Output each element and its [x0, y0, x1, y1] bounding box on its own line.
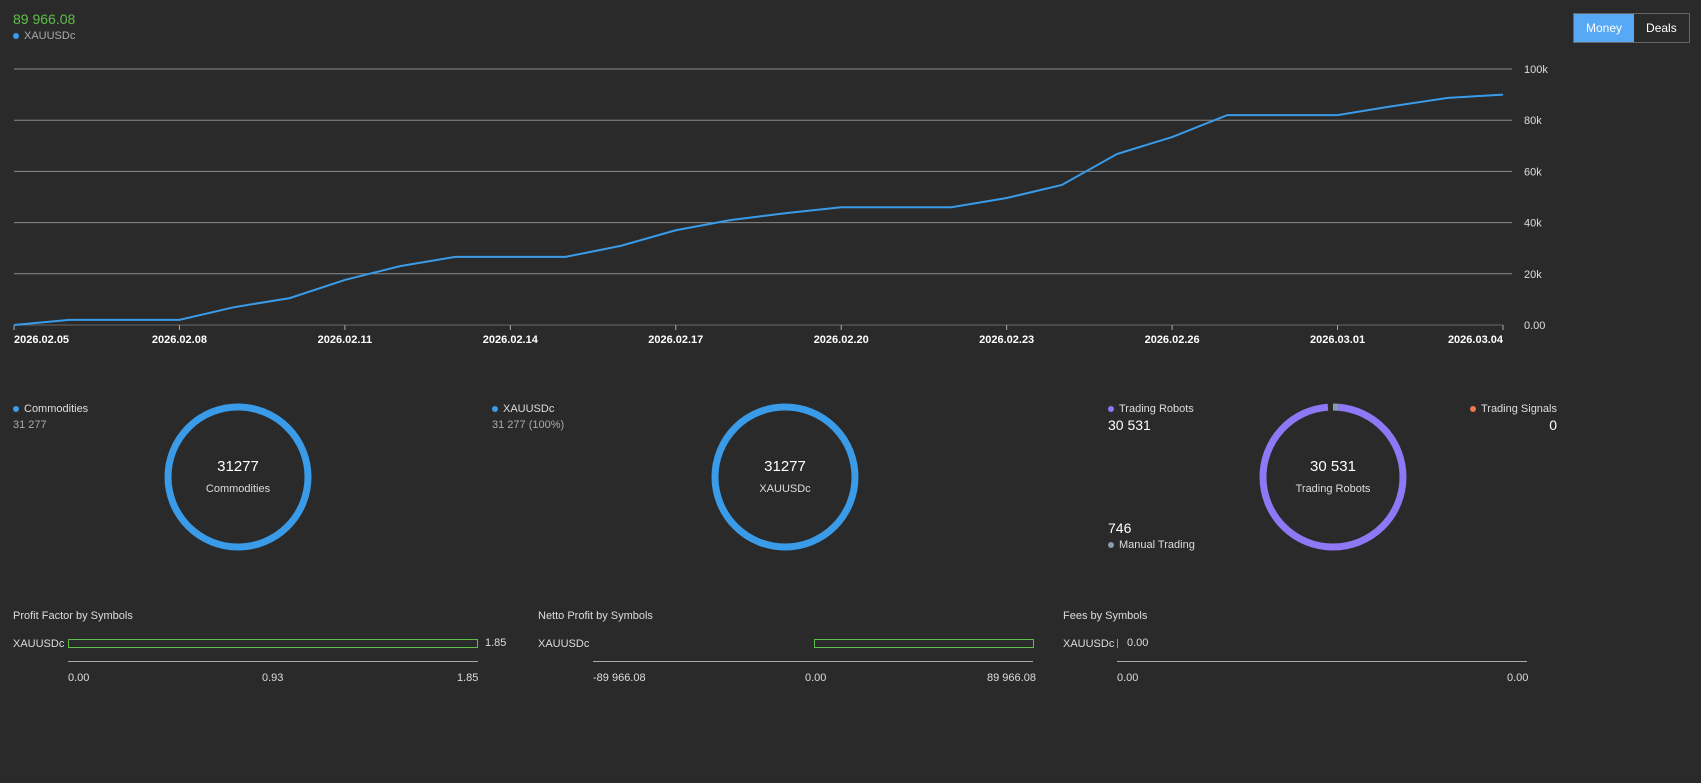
- robots-value: 30 531: [1108, 417, 1151, 433]
- donut-legend-signals: Trading Signals: [1469, 403, 1557, 415]
- robots-arc: [1259, 403, 1407, 551]
- legend-label: Commodities: [24, 403, 89, 415]
- y-tick-label: 100k: [1524, 64, 1548, 76]
- bar-value: 1.85: [485, 637, 507, 649]
- fees-title: Fees by Symbols: [1063, 610, 1148, 622]
- netto-profit-bar: [814, 639, 1034, 648]
- donut-legend-manual: Manual Trading: [1108, 539, 1195, 551]
- axis-label: 0.00: [1507, 672, 1529, 684]
- donut-legend-xauusdc: XAUUSDc: [492, 403, 554, 415]
- legend-dot-icon: [13, 33, 19, 40]
- netto-profit-title: Netto Profit by Symbols: [538, 610, 653, 622]
- x-tick-label: 2026.03.04: [1448, 334, 1504, 346]
- y-tick-label: 20k: [1524, 269, 1542, 281]
- x-tick-label: 2026.02.26: [1145, 334, 1200, 346]
- axis-label: 1.85: [457, 672, 479, 684]
- axis-label: 0.00: [1117, 672, 1139, 684]
- view-toggle: Money Deals: [1573, 13, 1690, 43]
- profit-factor-bar: [68, 639, 478, 648]
- legend-label: XAUUSDc: [24, 30, 76, 42]
- x-tick-label: 2026.02.23: [979, 334, 1034, 346]
- legend-value: 31 277: [13, 419, 47, 431]
- total-profit: 89 966.08: [13, 11, 76, 27]
- donut-center-value: 31277: [217, 458, 259, 475]
- bar-symbol: XAUUSDc: [538, 638, 590, 650]
- x-tick-label: 2026.02.08: [152, 334, 207, 346]
- axis-line: [593, 661, 1033, 662]
- legend-value: 31 277 (100%): [492, 419, 565, 431]
- legend-label: Trading Robots: [1119, 403, 1194, 415]
- profit-factor-title: Profit Factor by Symbols: [13, 610, 133, 622]
- axis-label: -89 966.08: [593, 672, 646, 684]
- axis-label: 0.93: [262, 672, 284, 684]
- commodities-donut: [164, 403, 312, 551]
- donut-center-label: Commodities: [205, 483, 271, 495]
- series-line-XAUUSDc: [13, 93, 1504, 326]
- legend-dot-icon: [13, 406, 19, 413]
- axis-label: 0.00: [805, 672, 827, 684]
- manual-value: 746: [1108, 520, 1132, 536]
- donut-legend-commodities: Commodities: [13, 403, 88, 415]
- donut-center-value: 30 531: [1310, 458, 1356, 475]
- donut-center-label: XAUUSDc: [759, 483, 811, 495]
- axis-label: 0.00: [68, 672, 90, 684]
- fees-bar: [1117, 639, 1118, 648]
- money-button[interactable]: Money: [1574, 14, 1635, 42]
- y-tick-label: 40k: [1524, 218, 1542, 230]
- legend-dot-icon: [1469, 406, 1476, 413]
- x-tick-label: 2026.02.20: [814, 334, 869, 346]
- x-tick-label: 2026.02.05: [14, 334, 69, 346]
- donut-center-label: Trading Robots: [1295, 483, 1371, 495]
- legend-dot-icon: [1108, 542, 1114, 549]
- y-tick-label: 80k: [1524, 115, 1542, 127]
- manual-arc: [1259, 403, 1407, 551]
- x-tick-label: 2026.03.01: [1310, 334, 1365, 346]
- y-tick-label: 60k: [1524, 166, 1542, 178]
- legend-dot-icon: [1108, 406, 1114, 413]
- x-tick-label: 2026.02.14: [483, 334, 539, 346]
- legend-label: Manual Trading: [1119, 539, 1195, 551]
- donut-center-value: 31277: [764, 458, 806, 475]
- legend-label: Trading Signals: [1480, 403, 1557, 415]
- signals-value: 0: [1549, 417, 1557, 433]
- deals-button[interactable]: Deals: [1634, 14, 1689, 42]
- axis-label: 89 966.08: [987, 672, 1036, 684]
- bar-symbol: XAUUSDc: [1063, 638, 1115, 650]
- bar-symbol: XAUUSDc: [13, 638, 65, 650]
- bar-value: 0.00: [1127, 637, 1149, 649]
- trading-source-donut: [1259, 403, 1407, 551]
- legend-label: XAUUSDc: [503, 403, 555, 415]
- x-tick-label: 2026.02.17: [648, 334, 703, 346]
- axis-line: [68, 661, 478, 662]
- y-tick-label: 0.00: [1524, 320, 1545, 332]
- donut-legend-robots: Trading Robots: [1108, 403, 1194, 415]
- balance-chart: 0.00 20k 40k 60k 80k 100k 2026.02.05 2026.02.08…: [13, 64, 1548, 346]
- chart-legend: XAUUSDc: [13, 30, 75, 42]
- x-tick-label: 2026.02.11: [318, 334, 372, 346]
- axis-line: [1117, 661, 1527, 662]
- symbol-donut: [711, 403, 859, 551]
- legend-dot-icon: [492, 406, 498, 413]
